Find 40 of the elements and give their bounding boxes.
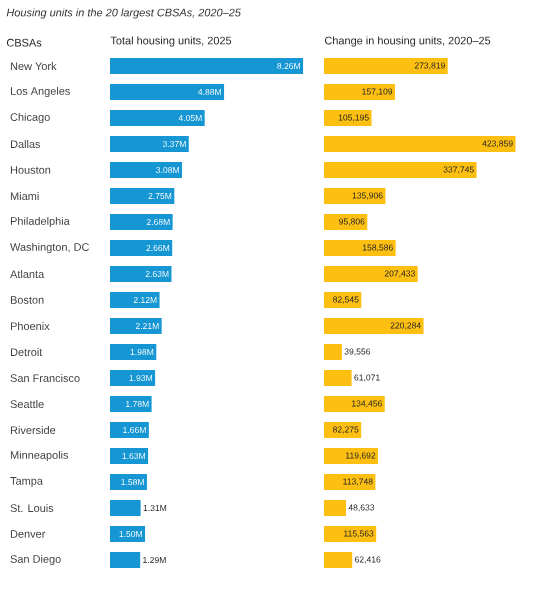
bar <box>324 318 424 335</box>
bar <box>110 292 160 309</box>
bar <box>110 188 175 204</box>
bar <box>324 422 362 439</box>
bar <box>324 370 352 387</box>
bar <box>324 526 377 543</box>
bar <box>324 292 362 309</box>
bar <box>324 110 372 126</box>
bar <box>324 188 386 204</box>
bar <box>324 344 342 361</box>
bar <box>110 136 189 152</box>
bar <box>110 448 149 465</box>
bar <box>110 214 173 230</box>
bar <box>110 500 141 517</box>
bar <box>324 396 385 413</box>
bar <box>110 474 147 491</box>
bar <box>324 214 368 230</box>
bar <box>110 84 225 100</box>
bar <box>110 240 173 257</box>
bar <box>324 162 477 178</box>
bar <box>110 370 156 387</box>
bar <box>324 552 353 569</box>
bar <box>110 58 304 74</box>
bar <box>110 526 146 543</box>
bar <box>324 500 346 517</box>
bar <box>110 266 172 283</box>
bar <box>110 318 162 335</box>
bar <box>324 136 516 152</box>
bar <box>324 84 395 100</box>
bar <box>324 474 376 491</box>
bar <box>110 422 149 439</box>
bar <box>324 448 379 465</box>
bar <box>110 344 157 361</box>
bar <box>110 396 152 413</box>
bar <box>110 552 141 569</box>
bar <box>324 240 396 257</box>
bar <box>110 162 182 178</box>
bar <box>110 110 205 126</box>
bar <box>324 266 418 283</box>
bar <box>324 58 448 74</box>
